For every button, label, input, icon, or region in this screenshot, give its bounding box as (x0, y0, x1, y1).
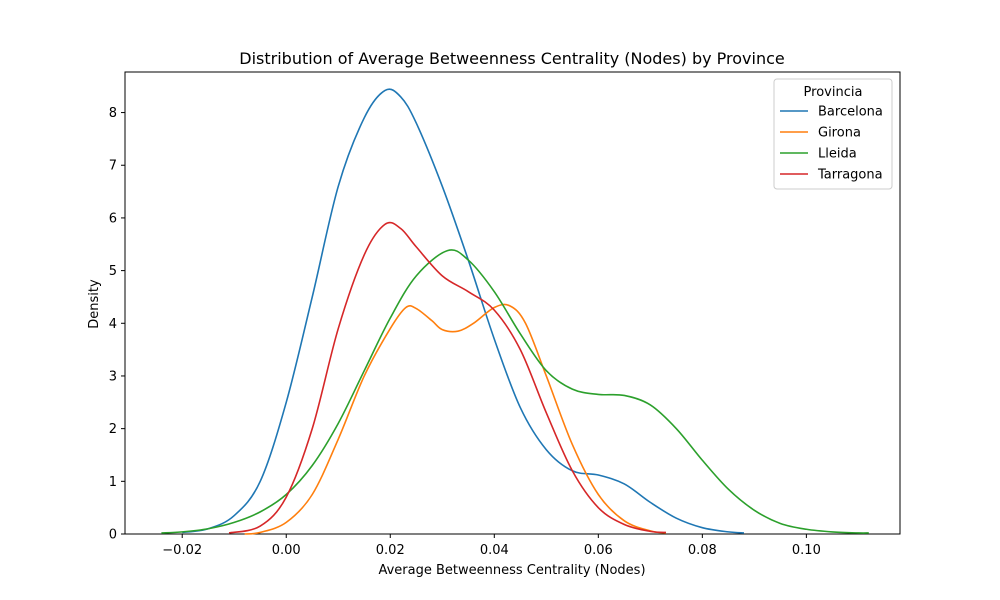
x-tick-label: 0.06 (584, 543, 613, 558)
legend-label-girona: Girona (818, 126, 861, 141)
x-tick-label: −0.02 (162, 543, 202, 558)
y-axis-label: Density (87, 279, 102, 329)
x-tick-label: 0.10 (792, 543, 821, 558)
y-tick-label: 8 (109, 106, 117, 121)
legend-title: Provincia (804, 85, 863, 100)
y-tick-label: 4 (109, 317, 117, 332)
x-tick-label: 0.08 (688, 543, 717, 558)
y-axis-ticks: 0 1 2 3 4 5 6 7 8 (109, 106, 125, 543)
y-tick-label: 5 (109, 264, 117, 279)
x-tick-label: 0.04 (480, 543, 509, 558)
x-tick-label: 0.00 (272, 543, 301, 558)
legend-label-tarragona: Tarragona (817, 168, 883, 183)
legend: Provincia Barcelona Girona Lleida Tarragona (773, 78, 893, 190)
y-tick-label: 6 (109, 211, 117, 226)
x-tick-label: 0.02 (376, 543, 405, 558)
series-line-girona (244, 303, 667, 535)
plot-frame (124, 71, 901, 535)
legend-label-barcelona: Barcelona (818, 105, 883, 120)
y-tick-label: 1 (109, 475, 117, 490)
series-line-lleida (161, 249, 869, 534)
series-line-tarragona (228, 221, 666, 534)
chart-title: Distribution of Average Betweenness Cent… (239, 49, 784, 68)
plot-area (124, 71, 901, 535)
y-tick-label: 3 (109, 369, 117, 384)
y-tick-label: 7 (109, 159, 117, 174)
legend-label-lleida: Lleida (818, 147, 857, 162)
y-tick-label: 0 (109, 528, 117, 543)
x-axis-ticks: −0.02 0.00 0.02 0.04 0.06 0.08 0.10 (162, 534, 821, 558)
legend-box (773, 78, 893, 190)
series-line-barcelona (182, 88, 745, 534)
x-axis-label: Average Betweenness Centrality (Nodes) (378, 563, 645, 578)
y-tick-label: 2 (109, 422, 117, 437)
